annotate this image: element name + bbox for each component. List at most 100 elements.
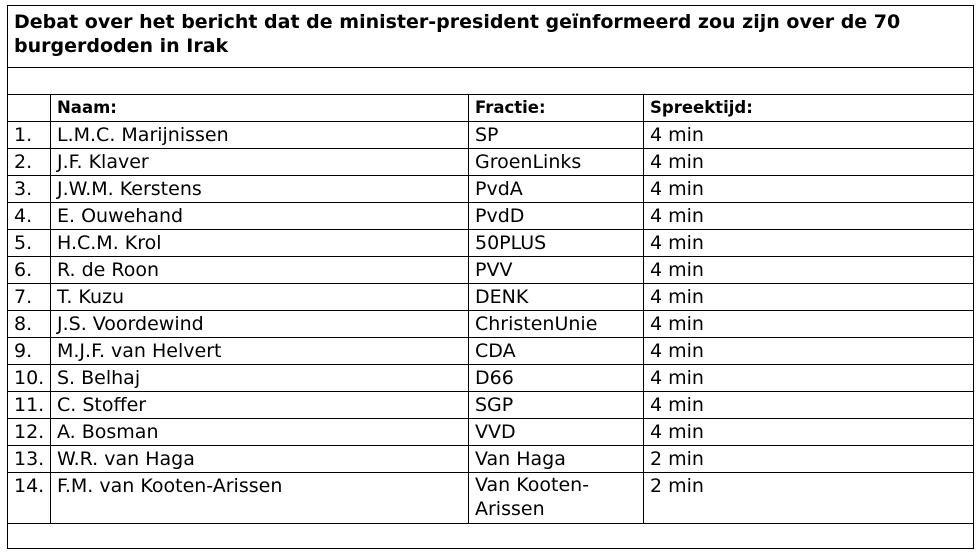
footer-cell — [6, 523, 975, 549]
speaker-name-text: L.M.C. Marijnissen — [57, 124, 229, 146]
party-name-text: D66 — [475, 367, 514, 389]
party-name: Van Kooten-Arissen — [468, 472, 644, 524]
row-number: 14. — [7, 472, 51, 524]
party-name-text: 50PLUS — [475, 232, 547, 254]
row-number: 7. — [7, 283, 51, 311]
speaker-name-text: R. de Roon — [57, 259, 160, 281]
speaking-time-table: Debat over het bericht dat de minister-p… — [6, 5, 975, 549]
speaking-time-text: 4 min — [650, 205, 704, 227]
row-number: 1. — [7, 121, 51, 149]
row-number-text: 8. — [14, 313, 33, 335]
row-number-text: 4. — [14, 205, 33, 227]
party-name: 50PLUS — [468, 229, 644, 257]
table-row: 1. L.M.C. Marijnissen SP 4 min — [7, 121, 975, 149]
row-number-text: 14. — [14, 475, 45, 497]
speaker-name: H.C.M. Krol — [50, 229, 469, 257]
speaking-time: 4 min — [642, 364, 975, 392]
table-row: 8. J.S. Voordewind ChristenUnie 4 min — [7, 310, 975, 338]
row-number-text: 6. — [14, 259, 33, 281]
party-name-text: GroenLinks — [475, 151, 582, 173]
table-row: 2. J.F. Klaver GroenLinks 4 min — [7, 148, 975, 176]
party-name: CDA — [468, 337, 644, 365]
party-name-text: SGP — [475, 394, 514, 416]
speaking-time-text: 2 min — [650, 448, 704, 470]
row-number-text: 12. — [14, 421, 45, 443]
row-number: 12. — [7, 418, 51, 446]
row-number-text: 3. — [14, 178, 33, 200]
table-row: 9. M.J.F. van Helvert CDA 4 min — [7, 337, 975, 365]
speaker-name-text: J.S. Voordewind — [57, 313, 204, 335]
speaker-name: J.W.M. Kerstens — [50, 175, 469, 203]
row-number-text: 11. — [14, 394, 45, 416]
party-name: PvdA — [468, 175, 644, 203]
row-number: 13. — [7, 445, 51, 473]
party-name: VVD — [468, 418, 644, 446]
footer-row — [6, 523, 975, 549]
table-row: 13. W.R. van Haga Van Haga 2 min — [7, 445, 975, 473]
speaker-name: F.M. van Kooten-Arissen — [50, 472, 469, 524]
speaking-time: 2 min — [642, 445, 975, 473]
party-name-text: Van Haga — [475, 448, 566, 470]
row-number: 10. — [7, 364, 51, 392]
speaking-time-text: 4 min — [650, 286, 704, 308]
speaking-time: 4 min — [642, 337, 975, 365]
blank-row — [6, 67, 975, 95]
header-number — [7, 94, 51, 122]
speaker-name-text: M.J.F. van Helvert — [57, 340, 222, 362]
speaker-name-text: S. Belhaj — [57, 367, 141, 389]
party-name: PvdD — [468, 202, 644, 230]
party-name: ChristenUnie — [468, 310, 644, 338]
speaking-time-text: 4 min — [650, 124, 704, 146]
speaking-time-text: 4 min — [650, 367, 704, 389]
speaker-name-text: J.F. Klaver — [57, 151, 149, 173]
speaking-time: 4 min — [642, 310, 975, 338]
row-number: 5. — [7, 229, 51, 257]
table-row: 14. F.M. van Kooten-Arissen Van Kooten-Ari… — [7, 472, 975, 524]
row-number-text: 13. — [14, 448, 45, 470]
row-number: 6. — [7, 256, 51, 284]
speaking-time-text: 4 min — [650, 151, 704, 173]
party-name: SGP — [468, 391, 644, 419]
speaker-name: W.R. van Haga — [50, 445, 469, 473]
speaker-name-text: T. Kuzu — [57, 286, 125, 308]
speaking-time-text: 4 min — [650, 178, 704, 200]
party-name: D66 — [468, 364, 644, 392]
table-row: 6. R. de Roon PVV 4 min — [7, 256, 975, 284]
speaker-name-text: A. Bosman — [57, 421, 159, 443]
row-number: 11. — [7, 391, 51, 419]
table-row: 11. C. Stoffer SGP 4 min — [7, 391, 975, 419]
speaking-time: 4 min — [642, 418, 975, 446]
table-row: 10. S. Belhaj D66 4 min — [7, 364, 975, 392]
speaker-name: J.S. Voordewind — [50, 310, 469, 338]
row-number-text: 5. — [14, 232, 33, 254]
speaking-time: 4 min — [642, 175, 975, 203]
speaking-time-text: 4 min — [650, 232, 704, 254]
party-name-text: SP — [475, 124, 499, 146]
table-row: 5. H.C.M. Krol 50PLUS 4 min — [7, 229, 975, 257]
speaker-name: L.M.C. Marijnissen — [50, 121, 469, 149]
header-time: Spreektijd: — [642, 94, 975, 122]
table-row: 12. A. Bosman VVD 4 min — [7, 418, 975, 446]
speaker-name: T. Kuzu — [50, 283, 469, 311]
party-name-text: DENK — [475, 286, 529, 308]
speaker-name: R. de Roon — [50, 256, 469, 284]
blank-cell — [6, 67, 975, 95]
row-number-text: 10. — [14, 367, 45, 389]
row-number: 9. — [7, 337, 51, 365]
table-title: Debat over het bericht dat de minister-p… — [6, 5, 975, 68]
speaking-time: 4 min — [642, 121, 975, 149]
party-name-text: PVV — [475, 259, 513, 281]
speaker-name: E. Ouwehand — [50, 202, 469, 230]
header-party: Fractie: — [468, 94, 644, 122]
speaking-time-text: 2 min — [650, 475, 704, 497]
speaking-time: 4 min — [642, 283, 975, 311]
speaking-time-text: 4 min — [650, 340, 704, 362]
speaker-name-text: E. Ouwehand — [57, 205, 184, 227]
speaking-time: 4 min — [642, 391, 975, 419]
party-name: DENK — [468, 283, 644, 311]
row-number: 3. — [7, 175, 51, 203]
speaking-time: 2 min — [642, 472, 975, 524]
speaking-time-text: 4 min — [650, 313, 704, 335]
row-number: 4. — [7, 202, 51, 230]
speaker-name: A. Bosman — [50, 418, 469, 446]
